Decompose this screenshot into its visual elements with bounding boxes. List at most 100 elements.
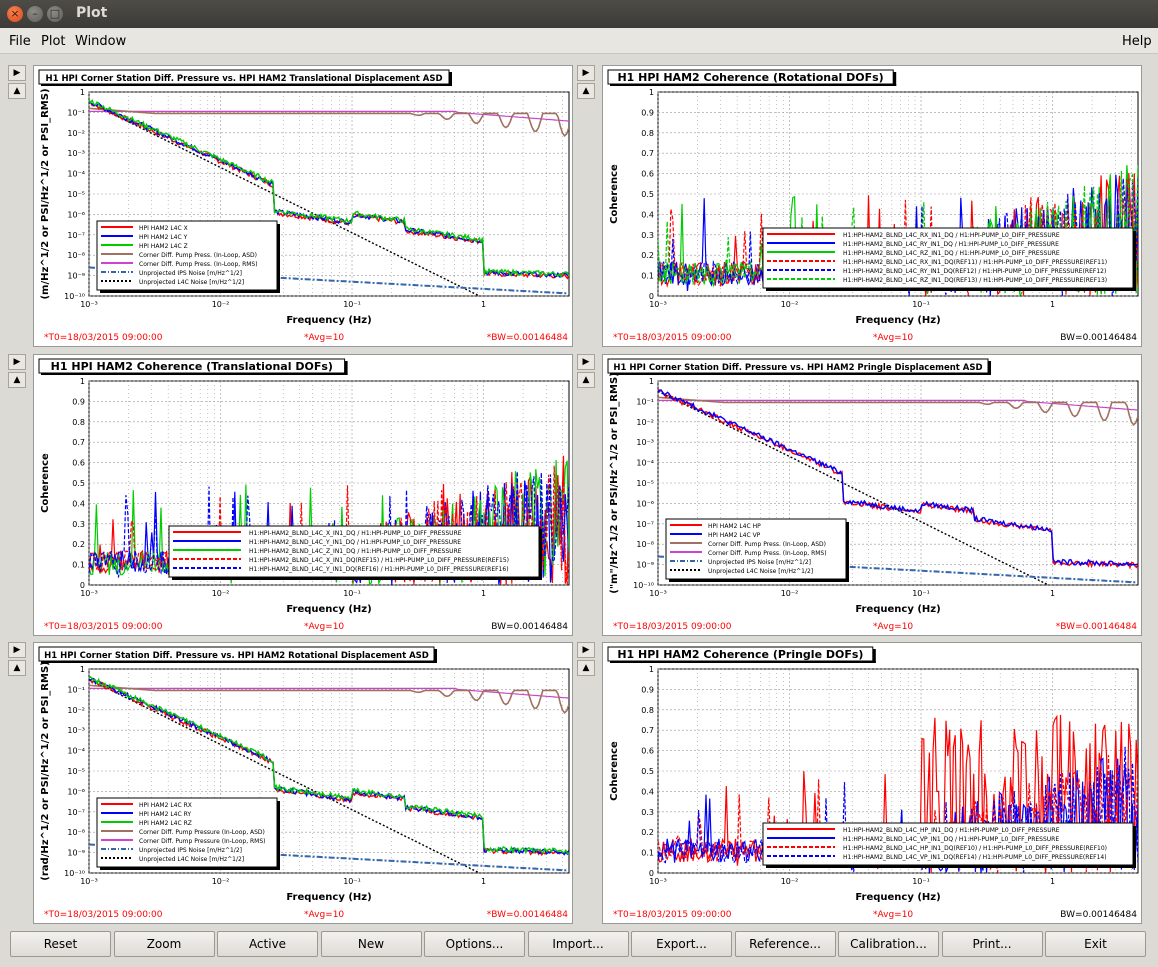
y-tick-label: 0.2	[72, 540, 85, 549]
y-tick-label: 10⁻⁸	[636, 540, 654, 549]
close-window-button[interactable]: ×	[7, 6, 23, 22]
footer-t0: *T0=18/03/2015 09:00:00	[44, 622, 163, 632]
x-tick-labels: 10⁻³ 10⁻² 10⁻¹ 1	[80, 877, 486, 886]
x-tick-label: 1	[481, 877, 486, 886]
options-button[interactable]: Options...	[424, 931, 525, 957]
traces	[89, 675, 569, 873]
x-axis-label: Frequency (Hz)	[855, 315, 940, 326]
menu-help[interactable]: Help	[1122, 34, 1152, 49]
footer-bw: BW=0.00146484	[1060, 333, 1137, 343]
pane-expand-button[interactable]: ▶	[8, 65, 26, 81]
reset-button[interactable]: Reset	[10, 931, 111, 957]
y-tick-label: 10⁻⁴	[67, 170, 85, 179]
legend-label: H1:HPI-HAM2_BLND_L4C_HP_IN1_DQ(REF10) / …	[843, 845, 1107, 852]
plot-svg[interactable]: H1 HPI Corner Station Diff. Pressure vs.…	[34, 66, 574, 348]
calibration-button[interactable]: Calibration...	[838, 931, 939, 957]
x-tick-label: 10⁻³	[649, 877, 667, 886]
footer-avg: *Avg=10	[304, 910, 344, 920]
x-tick-label: 1	[481, 300, 486, 309]
plot-title: H1 HPI HAM2 Coherence (Pringle DOFs)	[607, 646, 876, 663]
pane-collapse-button[interactable]: ▲	[8, 660, 26, 676]
y-tick-label: 1	[649, 88, 654, 97]
legend-label: H1:HPI-HAM2_BLND_L4C_RZ_IN1_DQ(REF13) / …	[843, 277, 1107, 284]
plot-svg[interactable]: H1 HPI Corner Station Diff. Pressure vs.…	[34, 643, 574, 925]
plot-title: H1 HPI Corner Station Diff. Pressure vs.…	[38, 69, 452, 86]
y-tick-label: 10⁻⁵	[67, 190, 85, 199]
y-tick-label: 0.3	[641, 231, 654, 240]
x-axis-label: Frequency (Hz)	[286, 604, 371, 615]
y-tick-label: 0	[649, 869, 654, 878]
menu-file[interactable]: File	[9, 34, 31, 49]
reference-button[interactable]: Reference...	[734, 931, 836, 957]
y-tick-labels: 1 0.9 0.8 0.7 0.6 0.5 0.4 0.3 0.2 0.1 0	[641, 88, 654, 301]
legend-label: H1:HPI-HAM2_BLND_L4C_RX_IN1_DQ / H1:HPI-…	[843, 232, 1060, 239]
y-tick-label: 0.6	[72, 459, 85, 468]
maximize-window-button[interactable]: □	[47, 6, 63, 22]
footer-t0: *T0=18/03/2015 09:00:00	[44, 910, 163, 920]
minimize-window-button[interactable]: –	[27, 6, 43, 22]
exit-button[interactable]: Exit	[1045, 931, 1146, 957]
y-tick-label: 0.4	[72, 499, 85, 508]
new-button[interactable]: New	[320, 931, 422, 957]
pane-collapse-button[interactable]: ▲	[577, 83, 595, 99]
legend-label: Corner Diff. Pump Press. (In-Loop, ASD)	[139, 252, 257, 259]
plot-pane[interactable]: H1 HPI Corner Station Diff. Pressure vs.…	[33, 642, 573, 924]
export-button[interactable]: Export...	[631, 931, 732, 957]
pane-collapse-button[interactable]: ▲	[577, 372, 595, 388]
plot-svg[interactable]: H1 HPI HAM2 Coherence (Pringle DOFs) 1 0.9…	[603, 643, 1143, 925]
pane-collapse-button[interactable]: ▲	[8, 83, 26, 99]
pane-expand-button[interactable]: ▶	[8, 642, 26, 658]
legend-label: H1:HPI-HAM2_BLND_L4C_VP_IN1_DQ / H1:HPI-…	[843, 836, 1059, 843]
footer-bw: *BW=0.00146484	[1056, 622, 1137, 632]
menu-window[interactable]: Window	[75, 34, 127, 49]
y-tick-label: 10⁻⁷	[67, 231, 85, 240]
pane-expand-button[interactable]: ▶	[577, 642, 595, 658]
y-tick-label: 1	[80, 377, 85, 386]
y-tick-label: 10⁻²	[636, 418, 654, 427]
plot-svg[interactable]: H1 HPI HAM2 Coherence (Rotational DOFs) 1…	[603, 66, 1143, 348]
y-tick-label: 0.1	[641, 849, 654, 858]
plot-pane[interactable]: H1 HPI HAM2 Coherence (Rotational DOFs) 1…	[602, 65, 1142, 347]
x-axis-label: Frequency (Hz)	[855, 892, 940, 903]
footer-t0: *T0=18/03/2015 09:00:00	[613, 910, 732, 920]
plot-pane[interactable]: H1 HPI HAM2 Coherence (Translational DOF…	[33, 354, 573, 636]
plot-pane[interactable]: H1 HPI Corner Station Diff. Pressure vs.…	[602, 354, 1142, 636]
y-tick-label: 10⁻⁸	[67, 251, 85, 260]
plot-footer: *T0=18/03/2015 09:00:00 *Avg=10 *BW=0.0014…	[613, 622, 1137, 632]
zoom-button[interactable]: Zoom	[113, 931, 215, 957]
y-tick-label: 0.3	[641, 808, 654, 817]
pane-expand-button[interactable]: ▶	[8, 354, 26, 370]
print-button[interactable]: Print...	[941, 931, 1043, 957]
plot-pane[interactable]: H1 HPI HAM2 Coherence (Pringle DOFs) 1 0.9…	[602, 642, 1142, 924]
title-bar[interactable]: × – □ Plot	[0, 0, 1158, 28]
plot-footer: *T0=18/03/2015 09:00:00 *Avg=10 BW=0.00146…	[44, 622, 568, 632]
x-tick-label: 10⁻²	[781, 877, 799, 886]
active-button[interactable]: Active	[217, 931, 318, 957]
legend-label: HPI HAM2 L4C RY	[139, 811, 191, 818]
legend-label: HPI HAM2 L4C RZ	[139, 820, 192, 827]
plot-svg[interactable]: H1 HPI Corner Station Diff. Pressure vs.…	[603, 355, 1143, 637]
pane-expand-button[interactable]: ▶	[577, 65, 595, 81]
footer-avg: *Avg=10	[304, 622, 344, 632]
footer-t0: *T0=18/03/2015 09:00:00	[613, 622, 732, 632]
y-tick-label: 1	[649, 377, 654, 386]
import-button[interactable]: Import...	[527, 931, 629, 957]
y-tick-label: 10⁻⁶	[67, 787, 85, 796]
x-tick-label: 10⁻³	[649, 300, 667, 309]
x-tick-labels: 10⁻³ 10⁻² 10⁻¹ 1	[649, 589, 1055, 598]
y-tick-label: 10⁻⁸	[67, 828, 85, 837]
legend-label: HPI HAM2 L4C Z	[139, 243, 188, 250]
plot-legend: H1:HPI-HAM2_BLND_L4C_X_IN1_DQ / H1:HPI-P…	[168, 525, 542, 580]
y-tick-label: 0.9	[641, 108, 654, 117]
menu-plot[interactable]: Plot	[41, 34, 66, 49]
pane-collapse-button[interactable]: ▲	[8, 372, 26, 388]
plot-svg[interactable]: H1 HPI HAM2 Coherence (Translational DOF…	[34, 355, 574, 637]
button-bar: Reset Zoom Active New Options... Import... Exp…	[0, 929, 1158, 967]
pane-expand-button[interactable]: ▶	[577, 354, 595, 370]
plot-pane[interactable]: H1 HPI Corner Station Diff. Pressure vs.…	[33, 65, 573, 347]
legend-label: H1:HPI-HAM2_BLND_L4C_RX_IN1_DQ(REF11) / …	[843, 259, 1107, 266]
pane-collapse-button[interactable]: ▲	[577, 660, 595, 676]
footer-bw: *BW=0.00146484	[487, 333, 568, 343]
y-axis-label: (m/Hz^1/2 or PSI/Hz^1/2 or PSI_RMS)	[40, 88, 51, 299]
y-tick-label: 10⁻³	[636, 438, 654, 447]
